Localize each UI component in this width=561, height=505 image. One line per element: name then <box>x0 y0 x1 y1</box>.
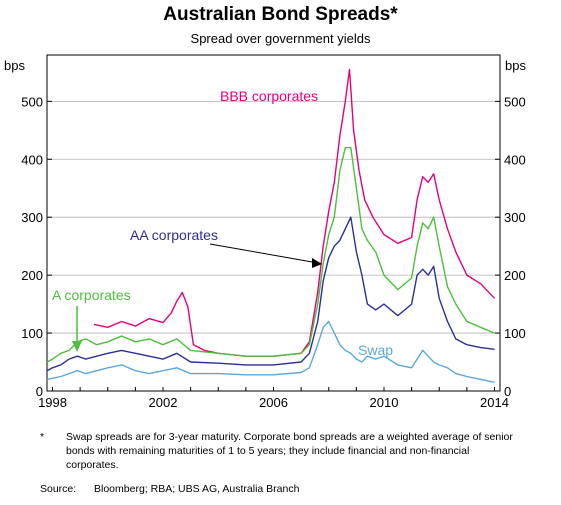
footnote-text: Swap spreads are for 3-year maturity. Co… <box>66 431 513 471</box>
xtick-label-2010: 2010 <box>370 395 399 410</box>
y-unit-left: bps <box>4 58 25 73</box>
chart-subtitle: Spread over government yields <box>190 31 371 46</box>
xtick-label-2014: 2014 <box>480 395 509 410</box>
ytick-label-left-400: 400 <box>21 152 43 167</box>
series-line-swap <box>46 320 495 383</box>
ytick-label-left-200: 200 <box>21 268 43 283</box>
y-unit-right: bps <box>505 58 526 73</box>
label-a-corporates: A corporates <box>52 287 131 303</box>
chart-title: Australian Bond Spreads* <box>163 4 398 25</box>
ytick-label-right-200: 200 <box>504 268 526 283</box>
ytick-label-left-0: 0 <box>36 384 43 399</box>
series-line-aa-corporates <box>46 216 495 372</box>
label-swap: Swap <box>358 342 393 358</box>
gridlines <box>47 100 500 334</box>
footnote: * Swap spreads are for 3-year maturity. … <box>40 430 520 472</box>
ytick-label-left-500: 500 <box>21 94 43 109</box>
ytick-label-left-100: 100 <box>21 326 43 341</box>
label-aa-corporates: AA corporates <box>130 227 218 243</box>
ytick-label-left-300: 300 <box>21 210 43 225</box>
source-text: Bloomberg; RBA; UBS AG, Australia Branch <box>94 483 300 495</box>
ytick-label-right-0: 0 <box>504 384 511 399</box>
xtick-label-1998: 1998 <box>38 395 67 410</box>
source-note: Source: Bloomberg; RBA; UBS AG, Australia… <box>40 483 299 495</box>
series-line-bbb-corporates <box>93 68 496 357</box>
source-label: Source: <box>40 483 77 495</box>
x-axis: 1998 2002 2006 2010 2014 <box>38 387 509 410</box>
ytick-label-right-300: 300 <box>504 210 526 225</box>
y-axis-left: 0 100 200 300 400 500 <box>21 94 52 399</box>
xtick-label-2006: 2006 <box>259 395 288 410</box>
ytick-label-right-400: 400 <box>504 152 526 167</box>
y-axis-right: 0 100 200 300 400 500 <box>495 94 526 399</box>
arrow-aa-corporates <box>209 243 322 268</box>
plot-frame <box>46 54 501 392</box>
arrow-a-corporates <box>72 306 82 352</box>
bond-spreads-chart: 0 100 200 300 400 500 0 100 200 300 400 500 1998 20… <box>4 54 526 410</box>
ytick-label-right-500: 500 <box>504 94 526 109</box>
label-bbb-corporates: BBB corporates <box>220 88 318 104</box>
footnote-marker: * <box>40 431 45 443</box>
series-lines <box>46 68 496 383</box>
ytick-label-right-100: 100 <box>504 326 526 341</box>
series-line-a-corporates <box>46 146 495 363</box>
xtick-label-2002: 2002 <box>149 395 178 410</box>
